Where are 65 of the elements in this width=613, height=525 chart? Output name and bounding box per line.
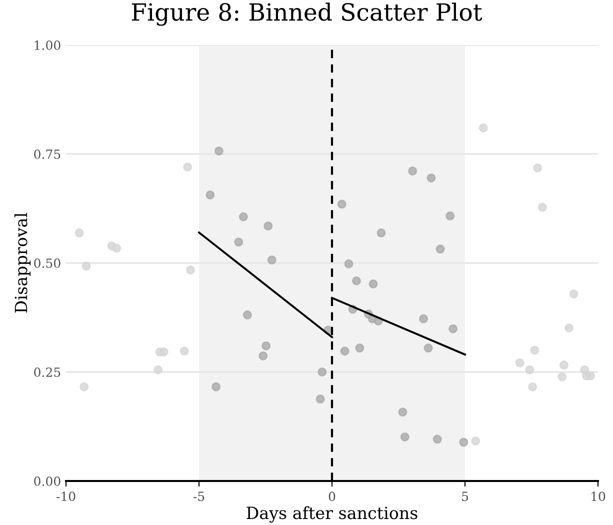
point xyxy=(337,200,346,209)
point xyxy=(586,371,596,380)
point xyxy=(530,346,540,355)
point xyxy=(186,265,195,274)
point xyxy=(559,360,568,370)
point xyxy=(448,324,458,334)
point xyxy=(212,382,221,392)
point xyxy=(398,408,408,417)
y-tick-label: 0.25 xyxy=(34,367,60,377)
y-tick-label: 0.50 xyxy=(34,258,60,268)
point xyxy=(432,434,442,444)
point xyxy=(564,323,574,332)
x-tick-label: 0 xyxy=(328,492,336,502)
x-tick-label: 5 xyxy=(462,492,468,502)
point xyxy=(352,276,361,286)
x-tick-label: 10 xyxy=(592,492,606,502)
point xyxy=(459,438,468,447)
y-tick-label: 1.00 xyxy=(34,40,60,50)
point xyxy=(206,190,215,200)
point xyxy=(376,228,386,238)
point xyxy=(242,310,252,320)
point xyxy=(538,202,547,212)
point xyxy=(344,259,354,268)
point xyxy=(558,372,567,382)
point xyxy=(368,279,378,288)
point xyxy=(478,123,488,132)
point xyxy=(154,365,163,374)
point xyxy=(569,289,578,298)
point xyxy=(471,436,480,446)
point xyxy=(318,368,327,376)
point xyxy=(533,163,542,172)
point xyxy=(234,238,244,247)
point xyxy=(262,341,271,350)
point xyxy=(80,382,89,392)
chart-title: Figure 8: Binned Scatter Plot xyxy=(132,2,482,26)
point xyxy=(82,262,91,271)
point xyxy=(214,146,224,156)
point xyxy=(340,346,350,356)
point xyxy=(419,314,428,324)
point xyxy=(267,255,276,264)
point xyxy=(264,221,273,230)
point xyxy=(436,244,445,254)
y-axis-title: Disapproval xyxy=(14,212,31,313)
y-tick-label: 0.75 xyxy=(34,149,60,159)
point xyxy=(400,432,410,442)
point xyxy=(515,358,524,368)
x-tick-label: -10 xyxy=(56,492,76,502)
point xyxy=(446,211,455,220)
point xyxy=(408,166,418,176)
point xyxy=(180,346,189,356)
x-tick-label: -5 xyxy=(193,492,204,502)
point xyxy=(159,347,168,356)
point xyxy=(74,228,84,238)
point xyxy=(525,365,534,374)
x-axis-title: Days after sanctions xyxy=(246,506,418,523)
point xyxy=(183,162,192,172)
point xyxy=(112,244,122,253)
point xyxy=(258,351,268,360)
point xyxy=(355,344,364,353)
point xyxy=(238,212,248,222)
point xyxy=(528,382,538,392)
point xyxy=(426,173,436,182)
point xyxy=(316,394,325,404)
y-tick-label: 0.00 xyxy=(34,476,60,486)
point xyxy=(424,344,433,353)
